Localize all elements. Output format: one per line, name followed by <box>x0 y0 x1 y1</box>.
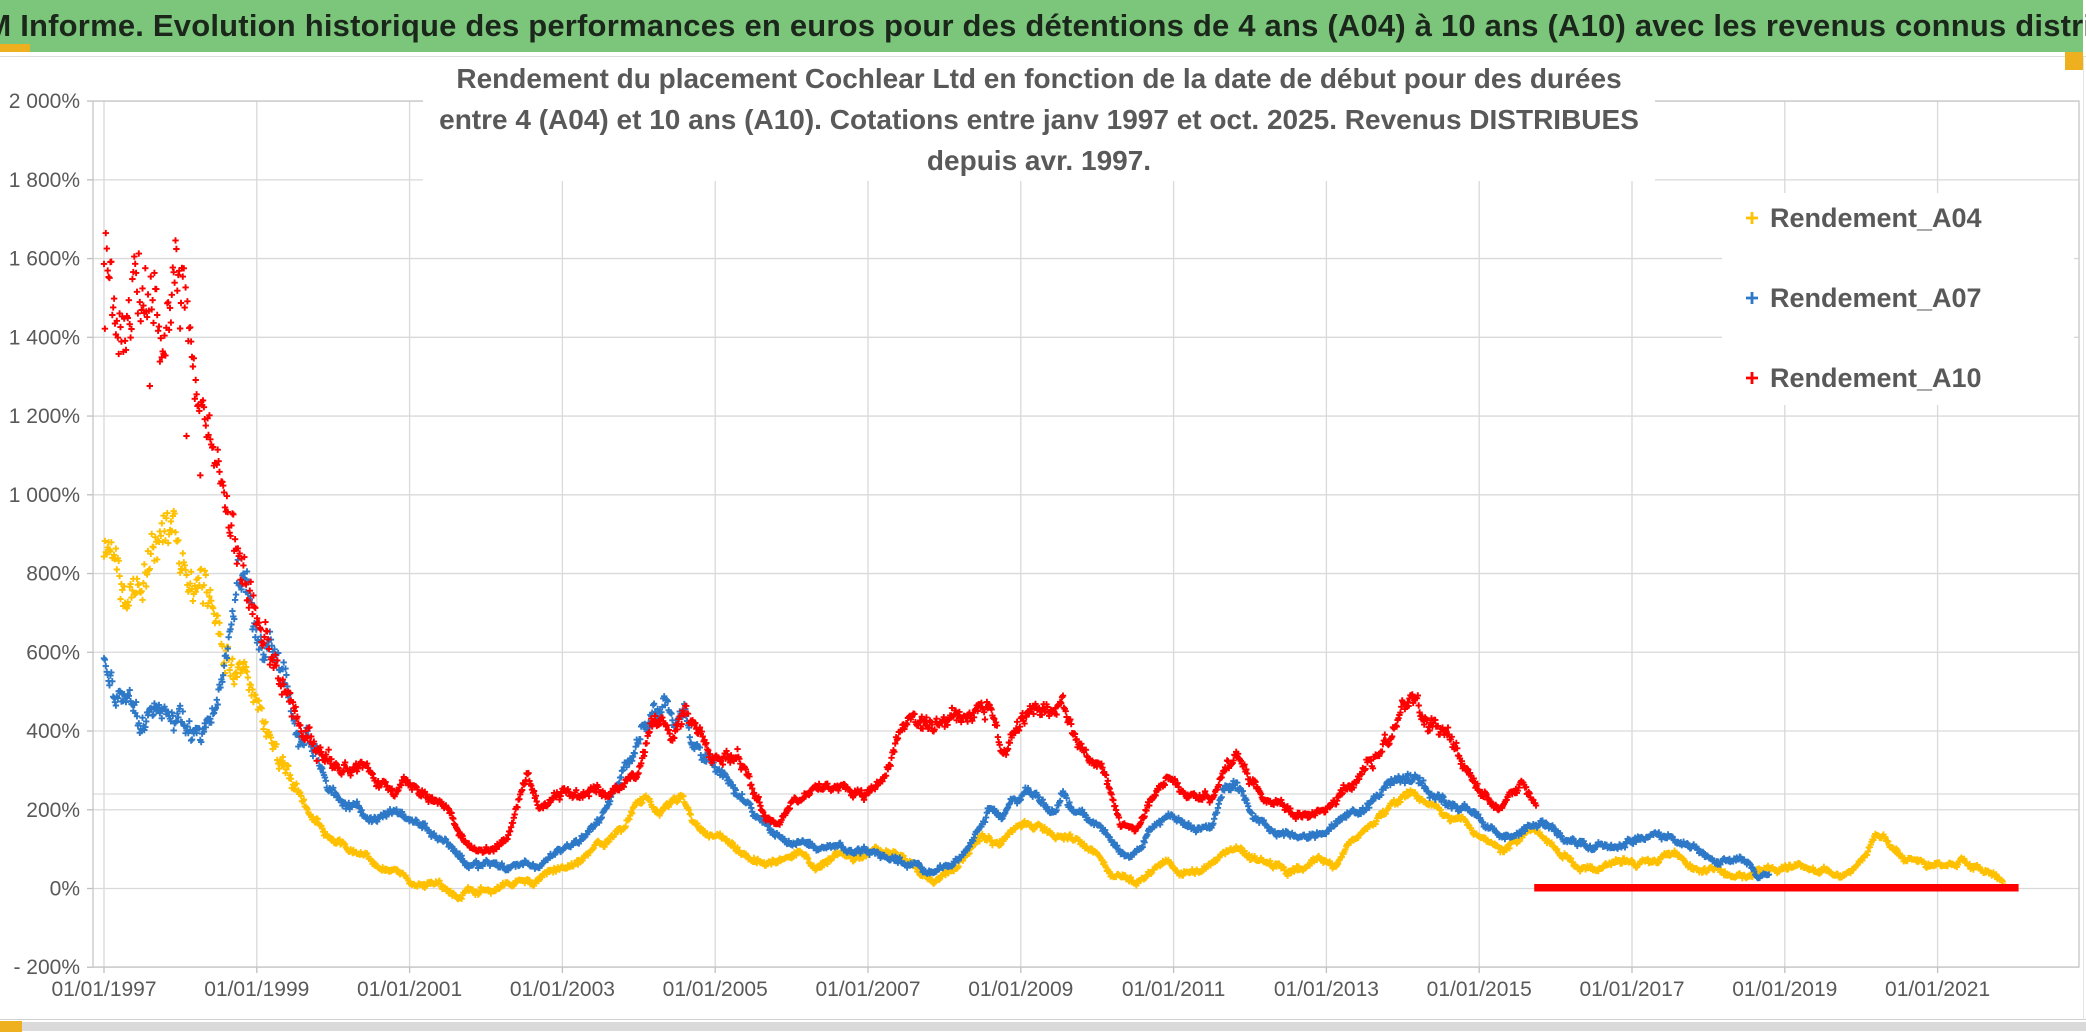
x-tick-label: 01/01/1997 <box>51 978 156 1001</box>
chart-legend: Rendement_A04 Rendement_A07 Rendement_A1… <box>1722 193 2074 405</box>
chart-title-line1: Rendement du placement Cochlear Ltd en f… <box>456 63 1622 94</box>
x-tick-label: 01/01/2013 <box>1274 978 1379 1001</box>
plus-marker-a04-icon <box>1746 212 1758 224</box>
y-tick-label: 1 400% <box>9 326 80 349</box>
chart-title: Rendement du placement Cochlear Ltd en f… <box>423 58 1655 181</box>
y-tick-label: 200% <box>26 799 80 822</box>
plus-marker-a10-icon <box>1746 372 1758 384</box>
y-tick-label: 1 000% <box>9 484 80 507</box>
x-tick-label: 01/01/2017 <box>1579 978 1684 1001</box>
header-title: ADAM Informe. Evolution historique des p… <box>0 8 2086 43</box>
gold-accent-top-right <box>2065 52 2083 70</box>
header-bar: ADAM Informe. Evolution historique des p… <box>0 0 2086 52</box>
bottom-scroll-strip[interactable] <box>22 1022 2086 1031</box>
y-tick-label: 400% <box>26 720 80 743</box>
legend-label-a10: Rendement_A10 <box>1770 362 1982 393</box>
gold-accent-top-left <box>0 44 30 52</box>
x-tick-label: 01/01/2009 <box>968 978 1073 1001</box>
x-tick-label: 01/01/2011 <box>1122 978 1226 1001</box>
y-tick-label: 800% <box>26 563 80 586</box>
x-tick-label: 01/01/2015 <box>1427 978 1532 1001</box>
legend-label-a07: Rendement_A07 <box>1770 282 1982 313</box>
x-tick-label: 01/01/2021 <box>1885 978 1990 1001</box>
x-tick-label: 01/01/2001 <box>357 978 462 1001</box>
y-tick-label: 600% <box>26 641 80 664</box>
x-tick-label: 01/01/2007 <box>815 978 920 1001</box>
x-tick-label: 01/01/2003 <box>510 978 615 1001</box>
legend-item-a07[interactable]: Rendement_A07 <box>1744 281 2074 315</box>
y-tick-label: - 200% <box>13 956 80 979</box>
x-tick-label: 01/01/2005 <box>663 978 768 1001</box>
x-tick-label: 01/01/2019 <box>1732 978 1837 1001</box>
header-divider <box>0 56 2086 57</box>
series-rendement_a04-points <box>100 507 2011 903</box>
chart-title-line2: entre 4 (A04) et 10 ans (A10). Cotations… <box>439 104 1639 176</box>
chart-right-border <box>2083 56 2084 1020</box>
legend-item-a04[interactable]: Rendement_A04 <box>1744 201 2074 235</box>
gold-accent-bottom-left <box>0 1021 22 1032</box>
y-tick-label: 2 000% <box>9 90 80 113</box>
bottom-divider <box>0 1019 2086 1020</box>
y-tick-label: 0% <box>50 878 80 901</box>
series-rendement_a10-points <box>100 229 1540 856</box>
legend-label-a04: Rendement_A04 <box>1770 202 1982 233</box>
y-tick-label: 1 600% <box>9 248 80 271</box>
y-tick-label: 1 800% <box>9 169 80 192</box>
plus-marker-a07-icon <box>1746 292 1758 304</box>
legend-item-a10[interactable]: Rendement_A10 <box>1744 361 2074 395</box>
y-tick-label: 1 200% <box>9 405 80 428</box>
x-tick-label: 01/01/1999 <box>204 978 309 1001</box>
